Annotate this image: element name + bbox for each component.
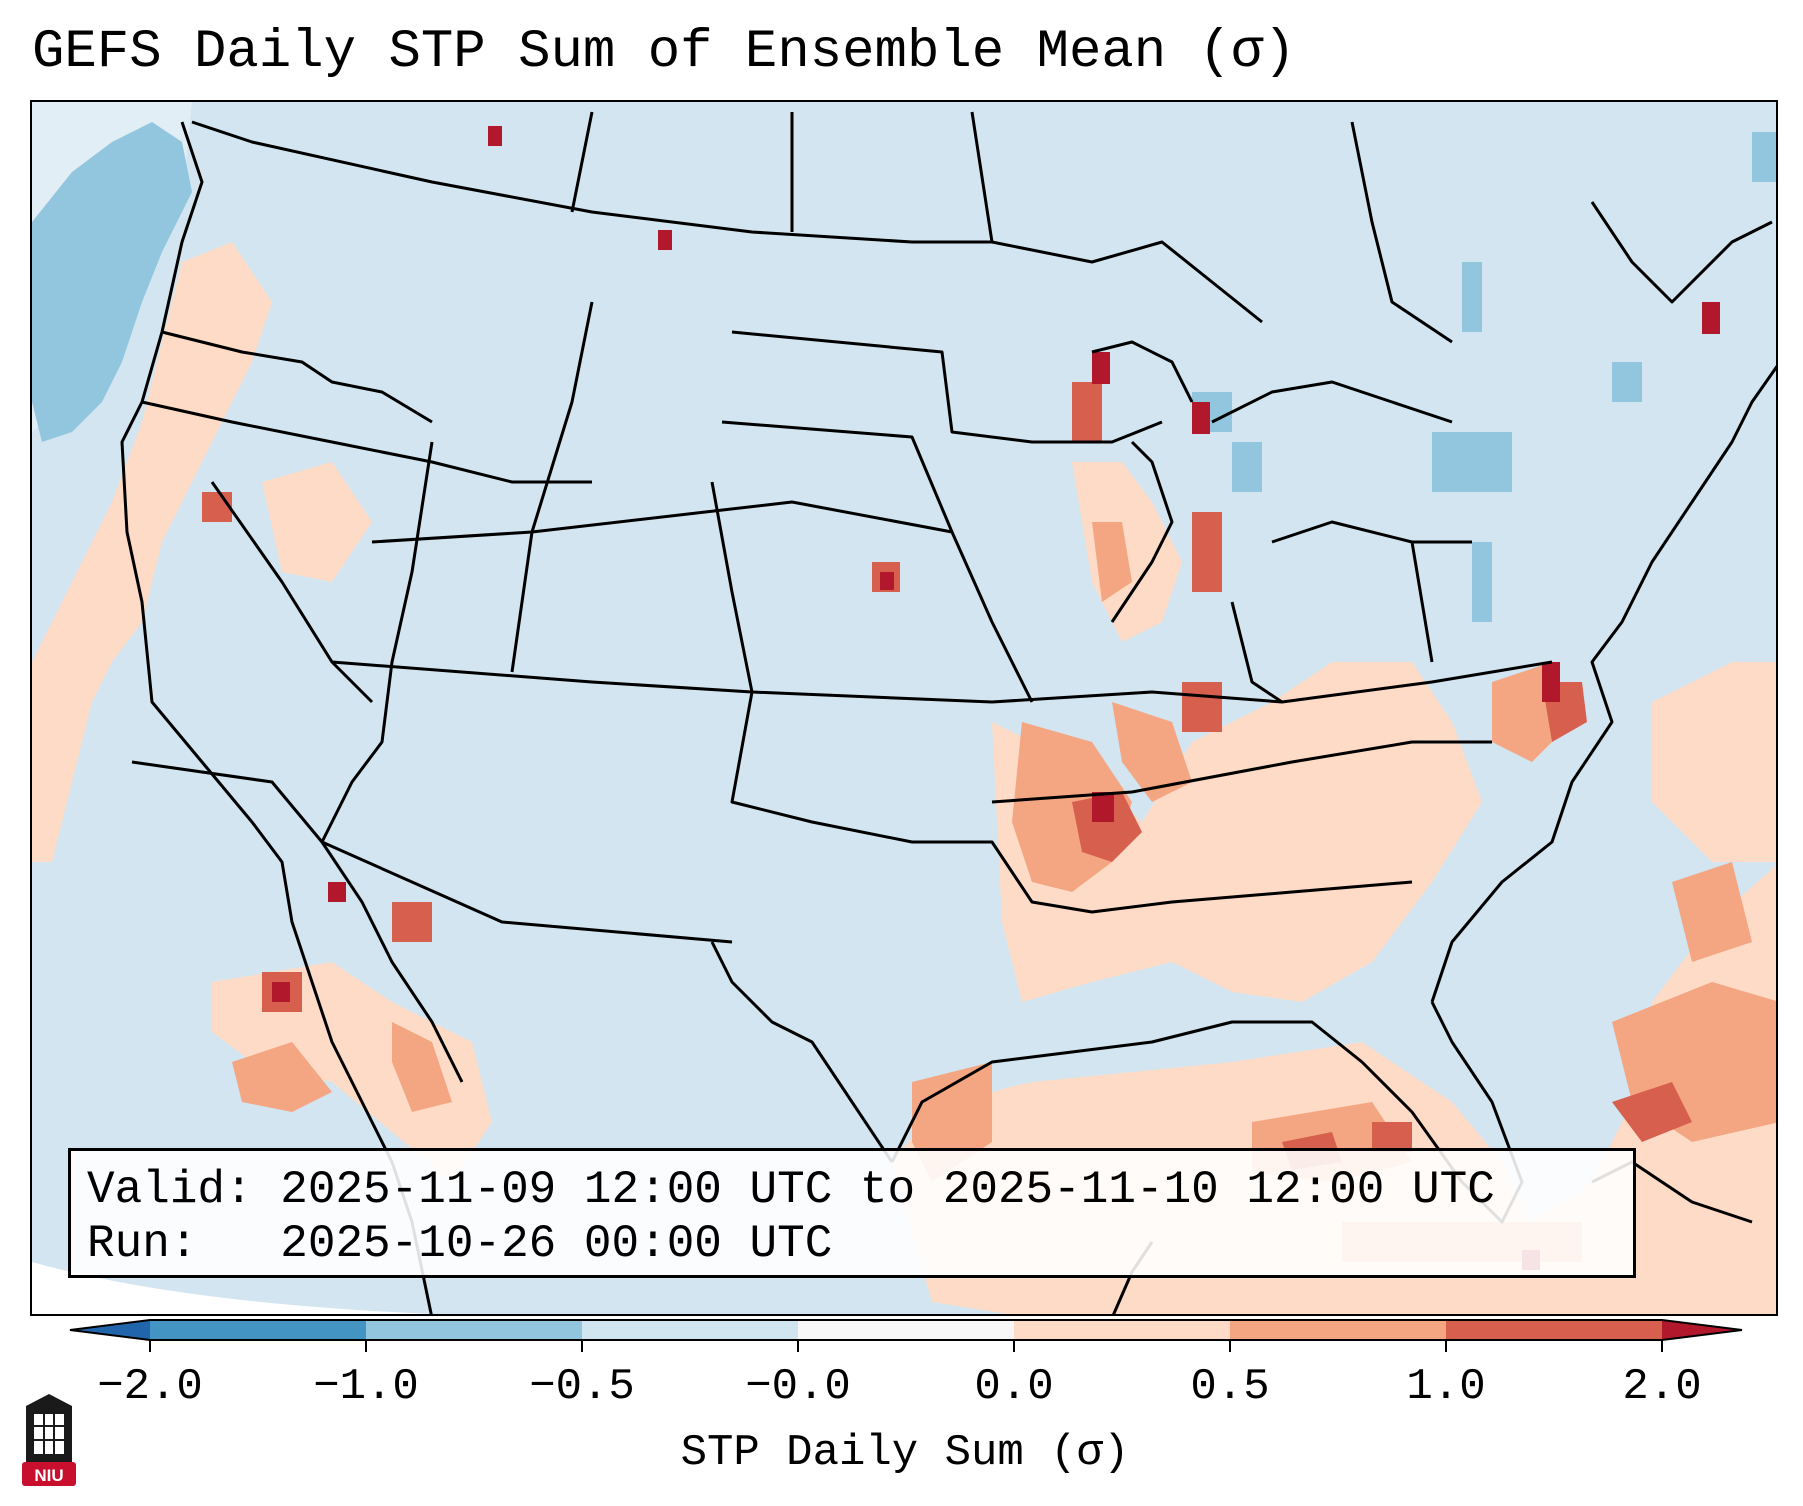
extreme-positive — [1092, 792, 1114, 822]
colorbar-bin — [366, 1320, 582, 1340]
border-line — [331, 660, 993, 704]
border-line — [210, 481, 374, 704]
negative-cell — [1752, 132, 1776, 182]
extreme-positive — [658, 230, 672, 250]
texas-border — [710, 941, 894, 1163]
canada-border — [191, 120, 992, 244]
colorbar-tick-label: 0.0 — [974, 1362, 1054, 1412]
border-line — [141, 400, 592, 484]
border-line — [510, 301, 594, 673]
strong-positive — [1372, 1122, 1412, 1152]
strong-positive — [1072, 382, 1102, 442]
chart-title: GEFS Daily STP Sum of Ensemble Mean (σ) — [32, 22, 1296, 83]
pacific-negative-region — [32, 122, 192, 442]
canada-coastline — [1590, 201, 1773, 304]
niu-logo: NIU — [22, 1394, 76, 1486]
run-time: Run: 2025-10-26 00:00 UTC — [87, 1218, 833, 1270]
medium-positive — [1672, 862, 1752, 962]
colorbar-under-arrow — [70, 1320, 150, 1340]
strong-positive — [202, 492, 232, 522]
extreme-positive — [328, 882, 346, 902]
extreme-positive — [488, 126, 502, 146]
southeast-positive — [992, 662, 1482, 1002]
negative-anomaly-cells — [32, 122, 1776, 622]
extreme-positive — [1092, 352, 1110, 384]
west-coast-positive — [32, 242, 272, 862]
colorbar-tick-label: 0.5 — [1190, 1362, 1270, 1412]
border-line — [721, 420, 1034, 703]
strong-positive — [392, 902, 432, 942]
border-line — [991, 740, 1492, 804]
atlantic-positive — [1652, 662, 1776, 862]
colorbar-bin — [1446, 1320, 1662, 1340]
negative-cell — [1612, 362, 1642, 402]
negative-cell — [1432, 432, 1512, 492]
medium-positive — [232, 1042, 332, 1112]
logo-text: NIU — [34, 1466, 63, 1485]
valid-time: Valid: 2025-11-09 12:00 UTC to 2025-11-1… — [87, 1164, 1495, 1216]
negative-cell — [1232, 442, 1262, 492]
border-line — [131, 760, 733, 944]
border-line — [731, 330, 1163, 444]
projection-edge — [32, 1262, 434, 1314]
gulf-coastline — [890, 1001, 1524, 1224]
border-line — [1350, 121, 1453, 344]
colorbar-tick-label: −0.5 — [529, 1362, 635, 1412]
info-box: Valid: 2025-11-09 12:00 UTC to 2025-11-1… — [68, 1148, 1636, 1278]
baja-coastline — [320, 841, 464, 1083]
colorbar-tick-label: −0.0 — [745, 1362, 851, 1412]
extreme-positive — [880, 572, 894, 590]
border-line — [1410, 541, 1434, 663]
border-line — [1230, 601, 1283, 704]
medium-positive — [392, 1022, 452, 1112]
border-line — [161, 330, 433, 424]
medium-positive — [1112, 702, 1192, 802]
colorbar-tick-label: 2.0 — [1622, 1362, 1702, 1412]
extreme-positive — [272, 982, 290, 1002]
colorbar-bin — [150, 1320, 366, 1340]
negative-cell — [1462, 262, 1482, 332]
colorbar-bin — [798, 1320, 1014, 1340]
colorbar-tick-label: −1.0 — [313, 1362, 419, 1412]
colorbar-over-arrow — [1662, 1320, 1742, 1340]
colorbar-tick-label: 1.0 — [1406, 1362, 1486, 1412]
stp-map — [32, 102, 1776, 1314]
lake-superior — [1091, 340, 1194, 403]
strong-positive — [1182, 682, 1222, 732]
colorbar — [69, 1319, 1743, 1352]
extreme-positive — [1542, 662, 1560, 702]
lake-michigan — [1110, 440, 1174, 623]
atlantic-coastline — [1430, 365, 1776, 1003]
extreme-positive — [1192, 402, 1210, 434]
negative-cell — [1472, 542, 1492, 622]
great-lakes — [1211, 380, 1453, 424]
colorbar-bin — [582, 1320, 798, 1340]
nevada-positive — [262, 462, 372, 582]
border-line — [320, 441, 434, 843]
colorbar-title: STP Daily Sum (σ) — [680, 1428, 1130, 1478]
great-lakes — [1271, 520, 1472, 544]
boundaries — [120, 111, 1776, 1314]
border-line — [570, 111, 594, 213]
map-background — [32, 102, 1776, 1314]
border-line — [730, 691, 1413, 914]
colorbar-bin — [1014, 1320, 1230, 1340]
colorbar-bin — [1230, 1320, 1446, 1340]
baja-positive — [212, 962, 492, 1182]
border-line — [371, 500, 953, 544]
border-line — [970, 111, 1263, 324]
map-panel: Valid: 2025-11-09 12:00 UTC to 2025-11-1… — [30, 100, 1778, 1316]
medium-positive — [1092, 522, 1132, 602]
strong-positive — [1612, 1082, 1692, 1142]
strong-positive — [1072, 792, 1142, 862]
border-line — [710, 481, 754, 693]
extreme-positive — [1702, 302, 1720, 334]
colorbar-tick-label: −2.0 — [97, 1362, 203, 1412]
strong-positive — [1192, 512, 1222, 592]
